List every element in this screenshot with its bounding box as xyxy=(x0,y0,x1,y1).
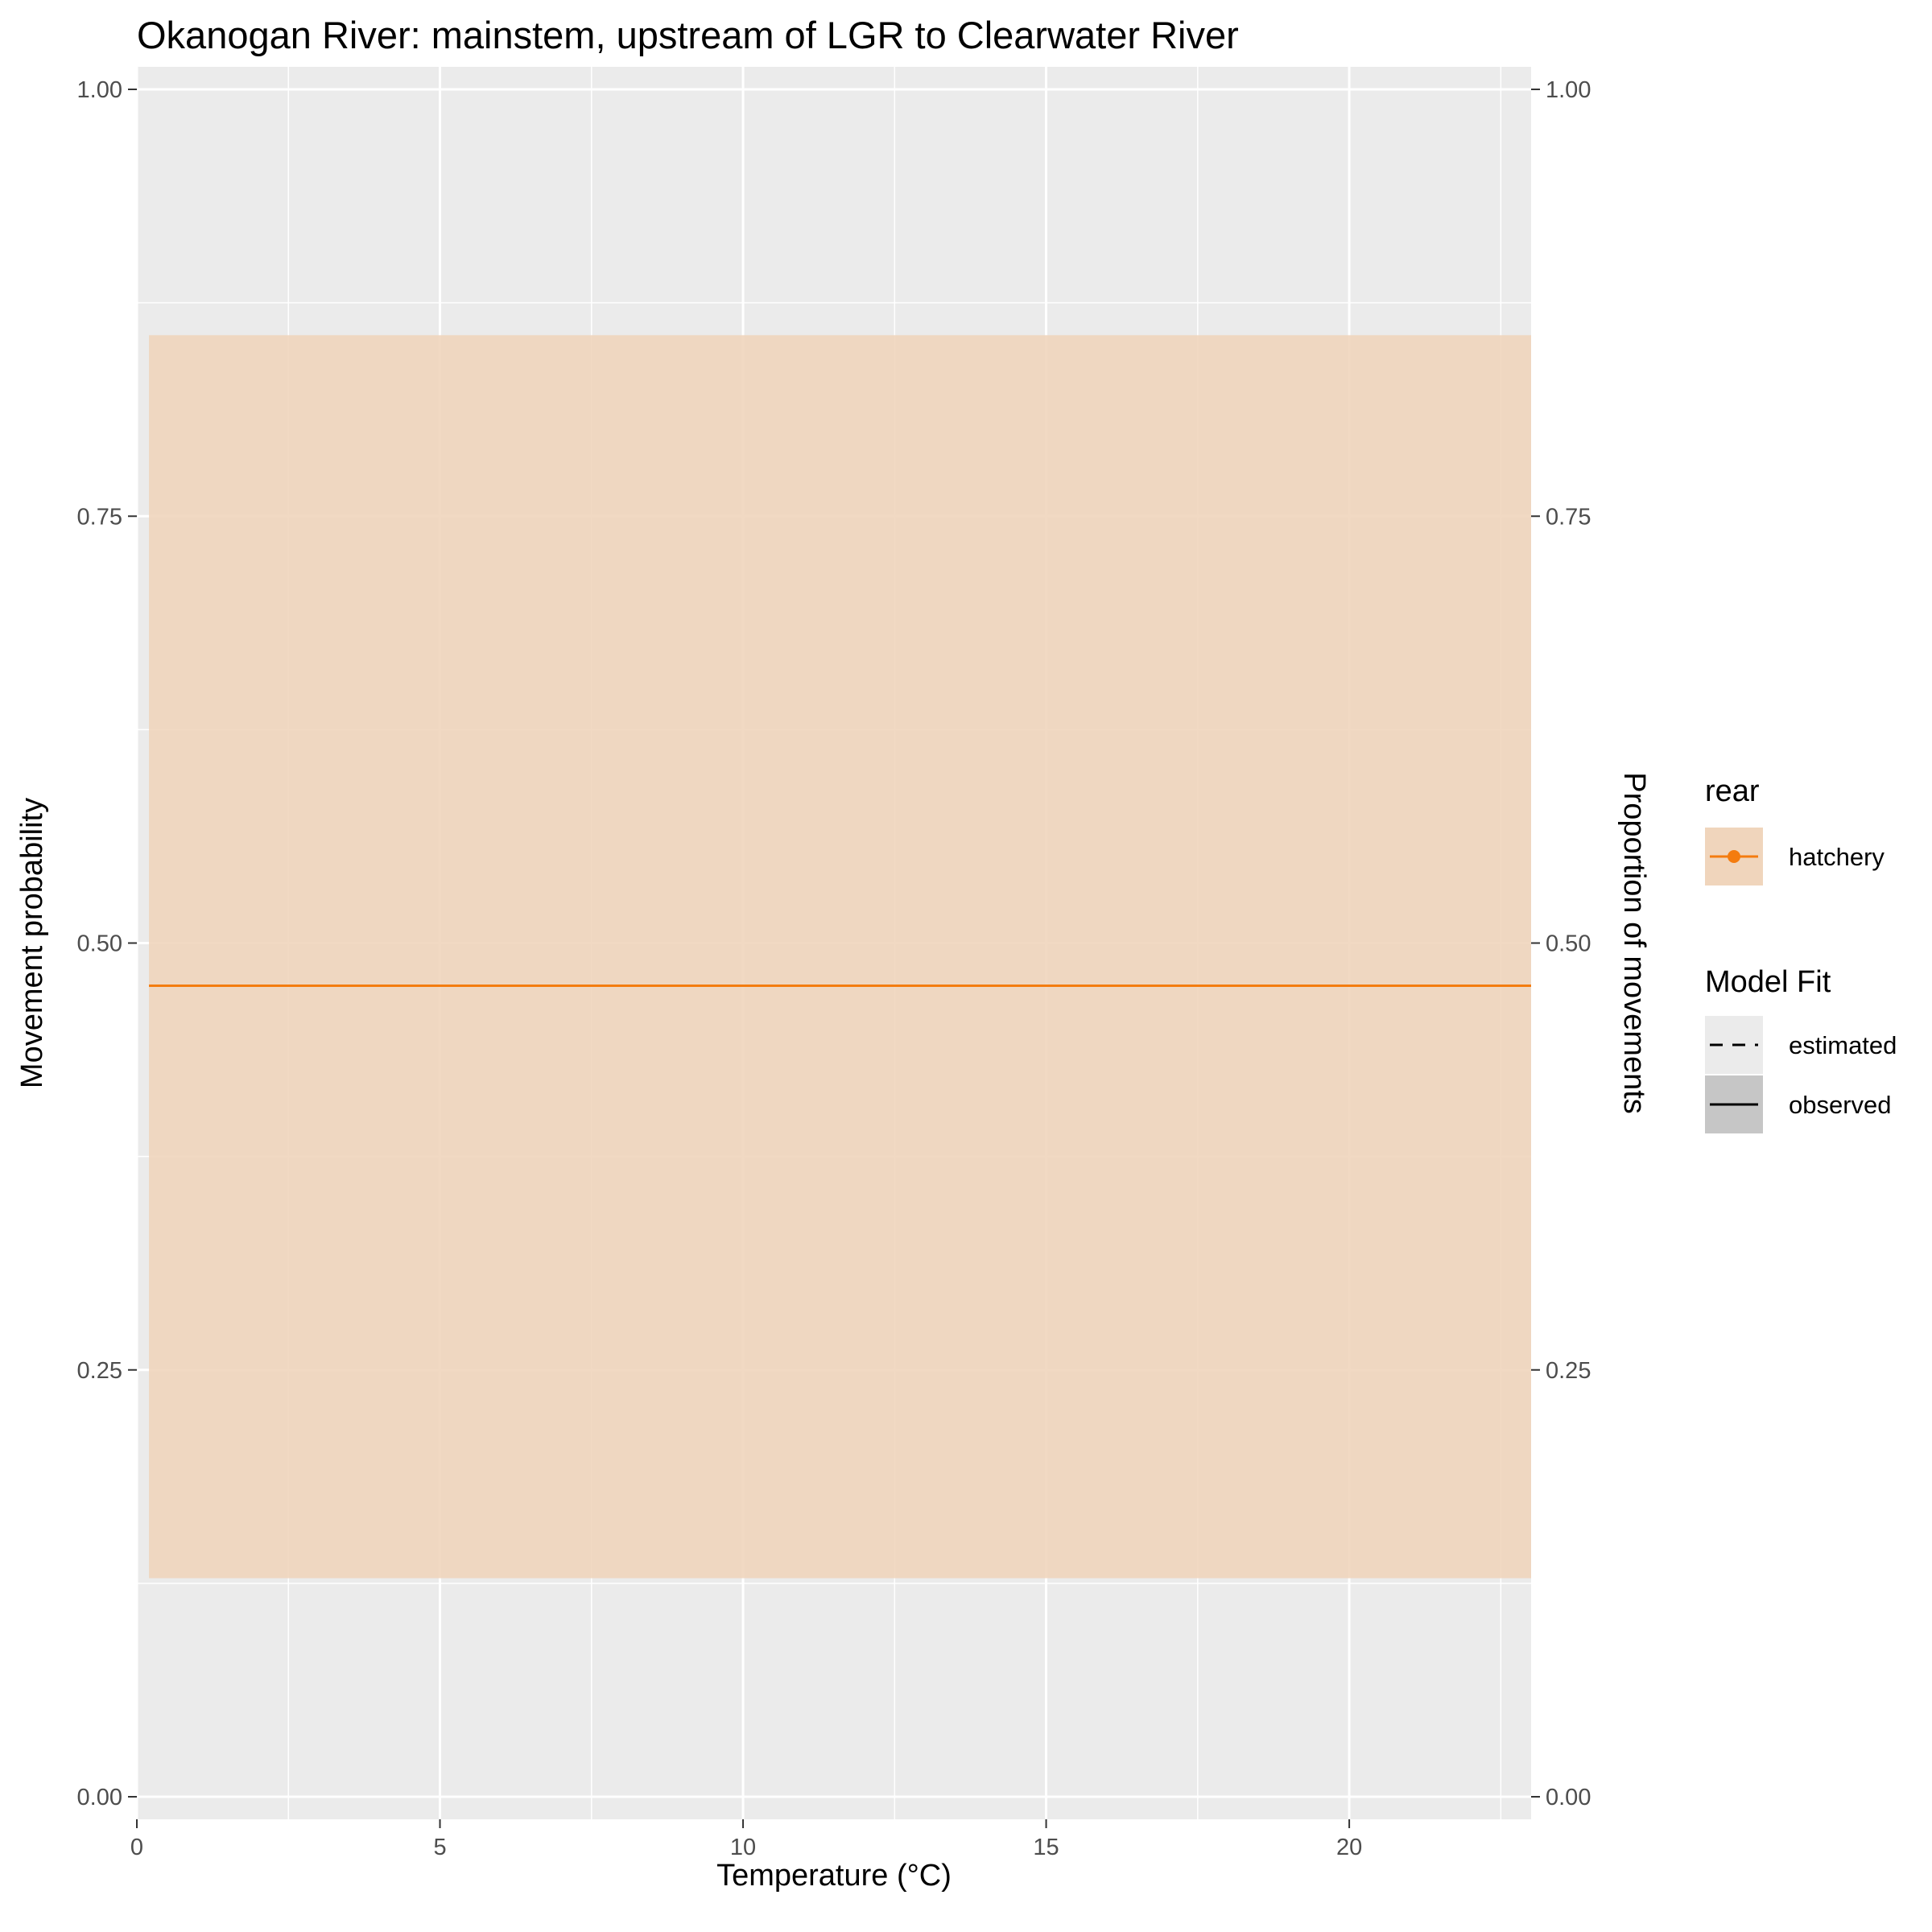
chart-title: Okanogan River: mainstem, upstream of LG… xyxy=(137,14,1239,56)
legend: rear hatchery Model Fit estimated observed xyxy=(1705,774,1897,1133)
y2-tick-label: 0.25 xyxy=(1546,1358,1591,1384)
x-tick-label: 5 xyxy=(433,1835,446,1860)
legend-label: estimated xyxy=(1789,1031,1897,1059)
ribbon-hatchery xyxy=(149,335,1531,1579)
axes: 0 5 10 15 20 0.00 0.00 0.25 0.25 0.50 0.50 0.75 0.75… xyxy=(77,77,1591,1860)
x-tick-label: 0 xyxy=(130,1835,143,1860)
x-tick-label: 10 xyxy=(730,1835,756,1860)
y-tick-label: 1.00 xyxy=(77,77,122,103)
y2-tick-label: 1.00 xyxy=(1546,77,1591,103)
legend-title-model-fit: Model Fit xyxy=(1705,965,1831,999)
y2-axis-title: Proportion of movements xyxy=(1617,772,1651,1114)
y-tick-label: 0.00 xyxy=(77,1785,122,1810)
y-tick-label: 0.75 xyxy=(77,504,122,530)
y2-tick-label: 0.50 xyxy=(1546,931,1591,957)
x-tick-label: 20 xyxy=(1336,1835,1362,1860)
y2-tick-label: 0.75 xyxy=(1546,504,1591,530)
y-axis-title: Movement probability xyxy=(15,798,49,1088)
y2-tick-label: 0.00 xyxy=(1546,1785,1591,1810)
y-tick-label: 0.25 xyxy=(77,1358,122,1384)
legend-label: observed xyxy=(1789,1091,1892,1119)
ribbons xyxy=(149,335,1531,1579)
legend-label: hatchery xyxy=(1789,843,1885,871)
x-tick-label: 15 xyxy=(1033,1835,1059,1860)
y-tick-label: 0.50 xyxy=(77,931,122,957)
x-axis-title: Temperature (°C) xyxy=(716,1859,952,1893)
legend-title-rear: rear xyxy=(1705,774,1760,808)
legend-key-point xyxy=(1728,850,1740,863)
